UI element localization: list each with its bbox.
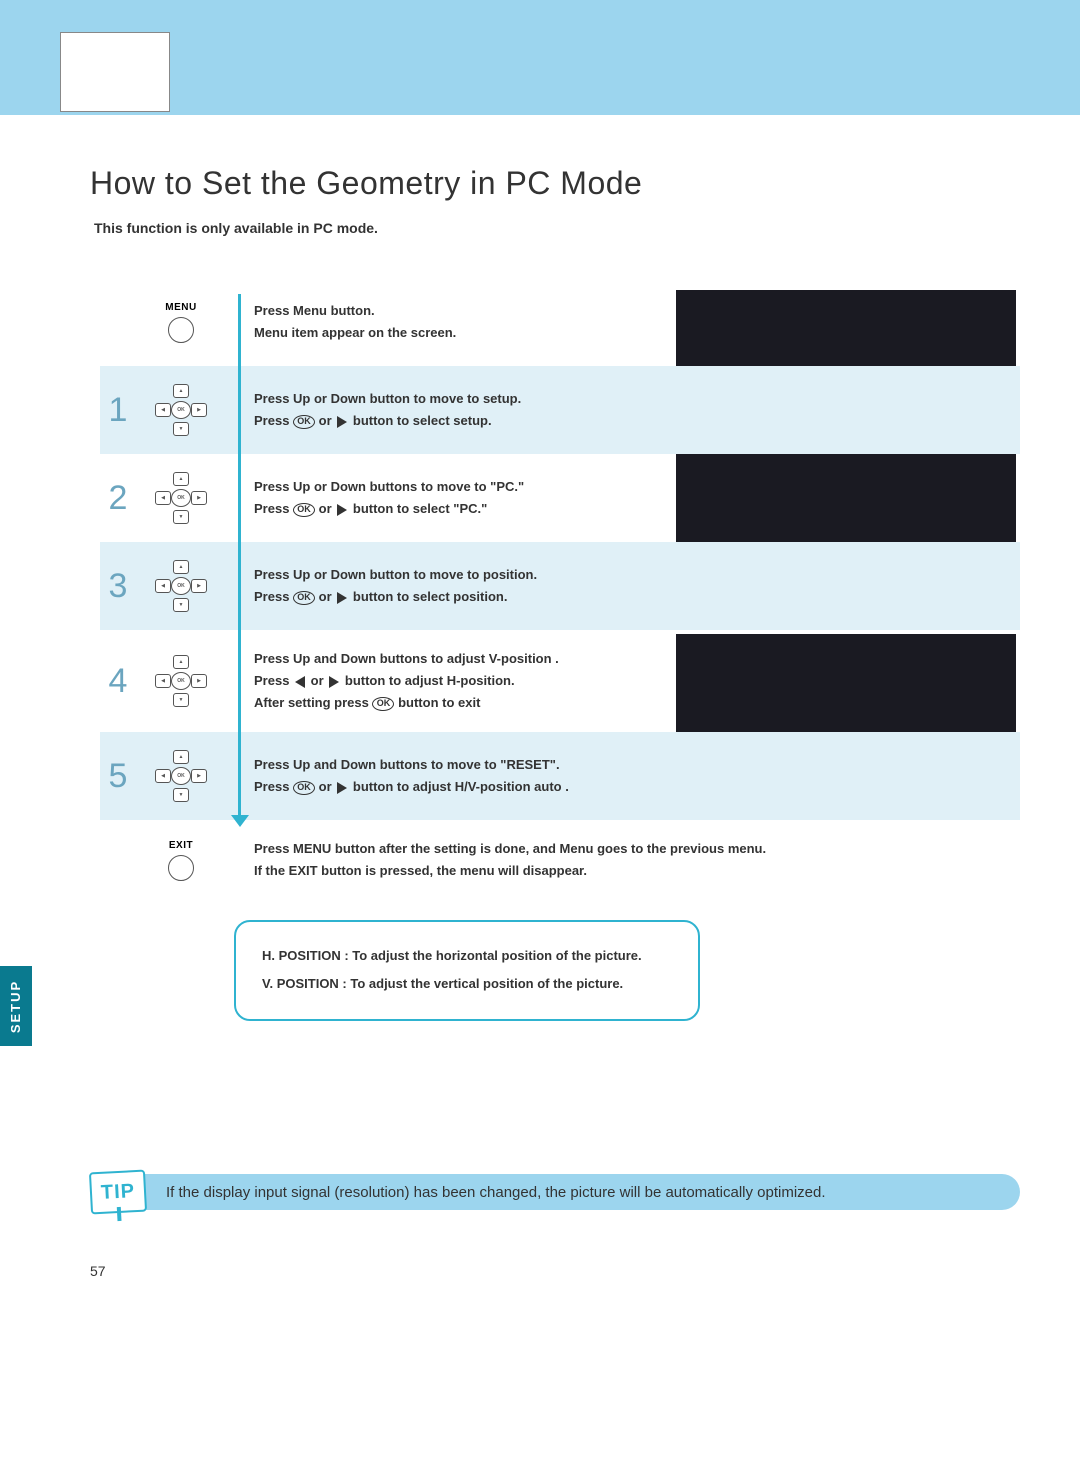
step-exit-text: Press MENU button after the setting is d… [226,838,1020,882]
ok-icon: OK [293,781,315,795]
triangle-right-icon [337,504,347,516]
step-5-text: Press Up and Down buttons to move to "RE… [226,754,680,798]
triangle-right-icon [337,416,347,428]
triangle-right-icon [329,676,339,688]
step-number: 4 [100,662,136,701]
tip-section: TIP If the display input signal (resolut… [90,1171,1020,1213]
step-menu-text: Press Menu button. Menu item appear on t… [226,300,680,344]
page-number: 57 [90,1263,1020,1279]
circle-button-icon [168,317,194,343]
note-box: H. POSITION : To adjust the horizontal p… [234,920,700,1021]
header-band [0,0,1080,115]
exit-button-icon: EXIT [136,840,226,881]
text-line: After setting press OK button to exit [254,692,670,714]
step-3-text: Press Up or Down button to move to posit… [226,564,680,608]
text-line: Press MENU button after the setting is d… [254,838,1020,860]
text-line: Press Menu button. [254,300,670,322]
menu-button-icon: MENU [136,302,226,343]
ok-icon: OK [293,503,315,517]
triangle-right-icon [337,782,347,794]
text-line: Press or button to adjust H-position. [254,670,670,692]
menu-label: MENU [165,302,196,313]
text-line: Press Up or Down button to move to posit… [254,564,670,586]
step-4-text: Press Up and Down buttons to adjust V-po… [226,648,680,714]
text-line: Press Up or Down buttons to move to "PC.… [254,476,670,498]
step-exit: EXIT Press MENU button after the setting… [100,820,1020,900]
triangle-left-icon [295,676,305,688]
text-line: Press OK or button to adjust H/V-positio… [254,776,670,798]
step-1-text: Press Up or Down button to move to setup… [226,388,680,432]
text-line: If the EXIT button is pressed, the menu … [254,860,1020,882]
steps-container: MENU Press Menu button. Menu item appear… [90,296,1020,900]
step-2-text: Press Up or Down buttons to move to "PC.… [226,476,680,520]
dpad-icon [155,384,207,436]
text-line: Press OK or button to select "PC." [254,498,670,520]
text-line: Press Up and Down buttons to move to "RE… [254,754,670,776]
dpad-icon [155,750,207,802]
step-number: 1 [100,391,136,430]
dpad-icon [155,472,207,524]
ok-icon: OK [293,415,315,429]
ok-icon: OK [372,697,394,711]
step-number: 2 [100,479,136,518]
note-line: H. POSITION : To adjust the horizontal p… [262,942,672,969]
ok-icon: OK [293,591,315,605]
text-line: Menu item appear on the screen. [254,322,670,344]
tip-text: If the display input signal (resolution)… [166,1184,826,1201]
note-line: V. POSITION : To adjust the vertical pos… [262,970,672,997]
page-title: How to Set the Geometry in PC Mode [90,165,1020,202]
exit-label: EXIT [169,840,193,851]
dpad-icon [155,560,207,612]
tip-stick-icon [117,1207,122,1221]
text-line: Press OK or button to select setup. [254,410,670,432]
page-subtitle: This function is only available in PC mo… [94,220,1020,236]
header-placeholder-box [60,32,170,112]
page-content: How to Set the Geometry in PC Mode This … [0,115,1080,1319]
text-line: Press OK or button to select position. [254,586,670,608]
text-line: Press Up or Down button to move to setup… [254,388,670,410]
flow-arrow-icon [231,815,249,827]
step-number: 3 [100,567,136,606]
triangle-right-icon [337,592,347,604]
tip-badge-label: TIP [100,1180,135,1205]
text-line: Press Up and Down buttons to adjust V-po… [254,648,670,670]
tip-badge: TIP [89,1170,147,1215]
dpad-icon [155,655,207,707]
flow-line [238,294,241,817]
step-number: 5 [100,757,136,796]
tip-bar: If the display input signal (resolution)… [96,1174,1020,1210]
circle-button-icon [168,855,194,881]
